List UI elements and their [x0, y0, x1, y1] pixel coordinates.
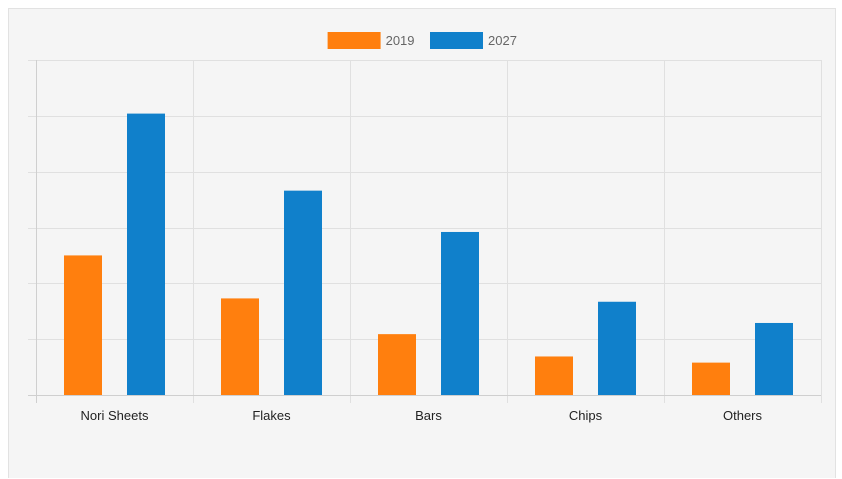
bar-2019-others[interactable] [692, 362, 730, 395]
legend-swatch-2027[interactable] [430, 32, 483, 49]
bar-2027-bars[interactable] [441, 231, 479, 395]
bar-2027-flakes[interactable] [284, 190, 322, 395]
x-tick-label: Flakes [252, 408, 291, 423]
bars [64, 113, 793, 395]
legend-label-2019[interactable]: 2019 [386, 33, 415, 48]
x-axis: Nori Sheets Flakes Bars Chips Others [28, 395, 821, 423]
legend-label-2027[interactable]: 2027 [488, 33, 517, 48]
x-tick-label: Others [723, 408, 763, 423]
bar-2027-others[interactable] [755, 322, 793, 395]
bar-2019-chips[interactable] [535, 356, 573, 395]
x-tick-label: Nori Sheets [81, 408, 149, 423]
legend: 2019 2027 [327, 32, 517, 49]
x-tick-label: Bars [415, 408, 442, 423]
chart-panel: Nori Sheets Flakes Bars Chips Others 2019 202… [8, 8, 836, 478]
bar-2019-flakes[interactable] [221, 298, 259, 395]
x-tick-label: Chips [569, 408, 603, 423]
bar-2027-chips[interactable] [598, 301, 636, 395]
bar-2019-nori-sheets[interactable] [64, 255, 102, 395]
bar-chart: Nori Sheets Flakes Bars Chips Others 2019 202… [28, 32, 822, 423]
bar-2019-bars[interactable] [378, 334, 416, 395]
legend-swatch-2019[interactable] [327, 32, 381, 49]
bar-2027-nori-sheets[interactable] [127, 113, 165, 395]
